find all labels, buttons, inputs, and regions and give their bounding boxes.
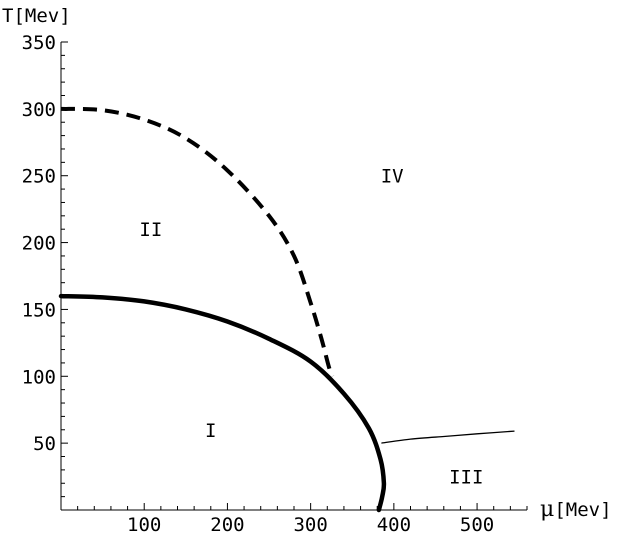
axes — [60, 42, 527, 511]
series-solid-thick-curve — [58, 293, 387, 513]
x-tick-label: 500 — [460, 514, 494, 536]
x-axis-unit: [Mev] — [554, 499, 611, 521]
y-tick-label: 150 — [22, 299, 56, 321]
x-tick-label: 300 — [293, 514, 327, 536]
region-label: I — [205, 420, 216, 442]
tick-labels: 50 100 150 200 250 300 350 100 200 300 400 500 — [22, 32, 495, 536]
curves — [58, 106, 515, 513]
x-axis-symbol: μ — [540, 497, 554, 522]
y-tick-label: 300 — [22, 99, 56, 121]
y-axis-title: T[Mev] — [2, 5, 71, 27]
y-tick-label: 350 — [22, 32, 56, 54]
y-tick-label: 200 — [22, 233, 56, 255]
ticks — [61, 41, 528, 510]
series-solid-thin-curve — [381, 430, 515, 444]
region-label: III — [449, 467, 483, 489]
x-tick-label: 100 — [127, 514, 161, 536]
y-tick-label: 100 — [22, 366, 56, 388]
x-axis-title: μ[Mev] — [540, 497, 612, 522]
y-tick-label: 50 — [33, 433, 56, 455]
series-dashed-thick-curve — [60, 106, 335, 378]
x-tick-label: 200 — [210, 514, 244, 536]
region-label: II — [139, 219, 162, 241]
y-tick-label: 250 — [22, 166, 56, 188]
region-label: IV — [381, 166, 404, 188]
x-tick-label: 400 — [377, 514, 411, 536]
